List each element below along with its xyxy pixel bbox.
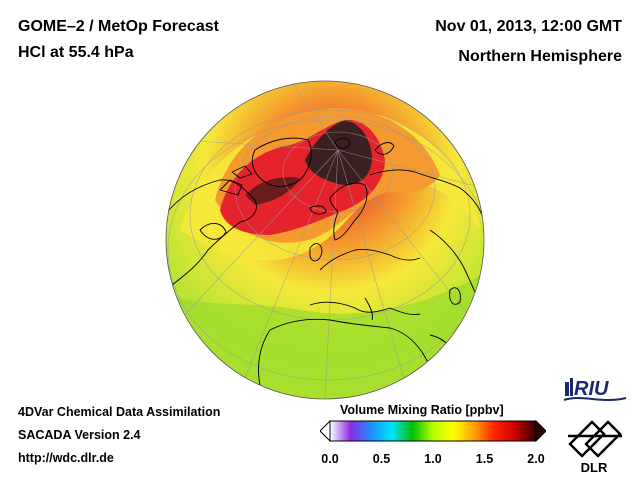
assimilation-label: 4DVar Chemical Data Assimilation [18, 405, 221, 419]
riu-logo-bar [565, 382, 569, 396]
graticule [167, 81, 484, 399]
dlr-logo: DLR [568, 420, 622, 475]
colorbar [320, 420, 546, 442]
coast-novaya-zemlya [374, 142, 395, 155]
graticule-meridian-8 [289, 81, 339, 151]
graticule-meridian-6 [337, 149, 484, 191]
colorbar-tick-label: 0.0 [321, 452, 339, 466]
coast-britain [309, 243, 323, 262]
coast-iceland [309, 205, 327, 215]
colorbar-tick-label: 1.0 [424, 452, 442, 466]
coast-hudson-bay [199, 223, 227, 240]
version-label: SACADA Version 2.4 [18, 428, 141, 442]
colorbar-tick-label: 0.5 [372, 452, 391, 466]
datetime-label: Nov 01, 2013, 12:00 GMT [435, 18, 622, 35]
website-link[interactable]: http://wdc.dlr.de [18, 451, 114, 465]
map-title: GOME–2 / MetOp Forecast [18, 18, 219, 35]
coast-greenland [251, 137, 312, 187]
coast-scandinavia [329, 182, 368, 241]
coast-svalbard [334, 137, 351, 149]
globe-map [165, 80, 485, 400]
coast-italy [364, 297, 373, 321]
graticule-meridian-4 [337, 149, 411, 399]
colorbar-tick-label: 2.0 [527, 452, 545, 466]
riu-logo: RIU [563, 378, 627, 401]
colorbar-high-arrow [535, 420, 546, 442]
graticule-meridian-2 [239, 149, 339, 391]
coast-arctic-islands [219, 165, 253, 196]
colorbar-fill [329, 420, 537, 442]
coast-africa-north [269, 318, 423, 353]
map-subtitle: HCl at 55.4 hPa [18, 44, 134, 61]
coast-europe [319, 249, 421, 271]
legend-title: Volume Mixing Ratio [ppbv] [340, 403, 504, 417]
graticule-lat-60 [234, 115, 436, 261]
dlr-logo-wing-2 [584, 420, 622, 458]
riu-logo-bar-2 [570, 378, 573, 396]
graticule-meridian-5 [337, 149, 481, 331]
globe-outline [165, 80, 485, 400]
dlr-logo-wing-1 [568, 420, 606, 458]
field-dark-streak [245, 177, 300, 205]
graticule-meridian-7 [179, 139, 339, 151]
coast-caspian [449, 287, 461, 305]
coast-siberia [369, 169, 483, 216]
colorbar-low-arrow [320, 420, 331, 442]
graticule-lat-20 [167, 119, 484, 381]
coastlines [166, 137, 483, 399]
dlr-logo-text: DLR [581, 460, 608, 475]
riu-logo-swoosh [563, 397, 627, 401]
coast-north-america [166, 179, 257, 286]
colorbar-tick-label: 1.5 [475, 452, 494, 466]
graticule-meridian-1 [179, 149, 339, 321]
field-green-band [166, 270, 484, 399]
region-label: Northern Hemisphere [458, 48, 622, 65]
riu-logo-text: RIU [574, 378, 609, 400]
